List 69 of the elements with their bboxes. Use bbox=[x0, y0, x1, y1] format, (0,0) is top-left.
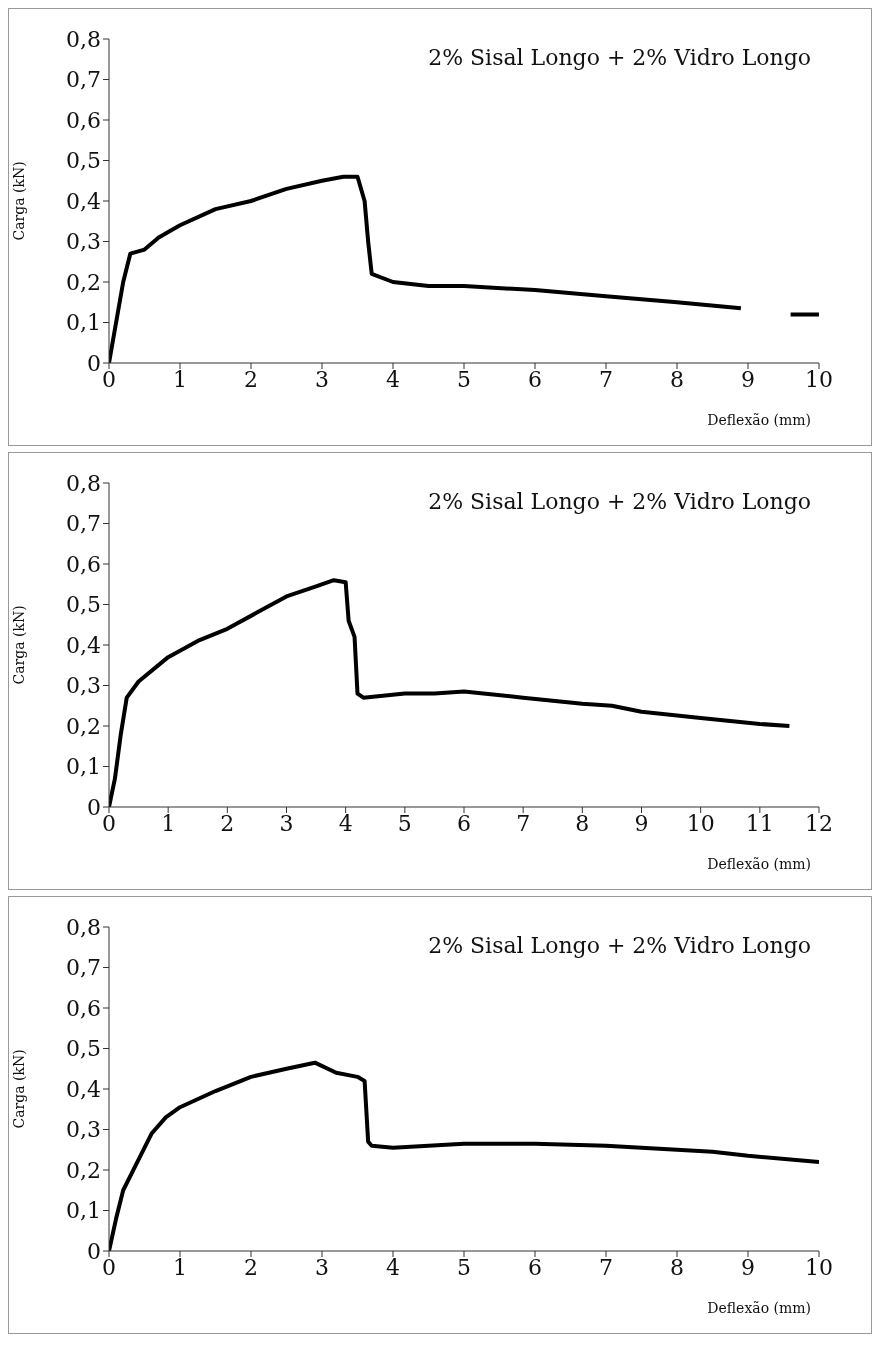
annotation: 2% Sisal Longo + 2% Vidro Longo bbox=[428, 933, 811, 958]
x-tick-label: 9 bbox=[741, 366, 755, 392]
x-tick-label: 3 bbox=[315, 1254, 329, 1280]
y-tick-label: 0,1 bbox=[66, 1198, 101, 1224]
x-tick-label: 6 bbox=[528, 1254, 542, 1280]
x-axis-title: Deflexão (mm) bbox=[707, 856, 811, 872]
line-series bbox=[109, 578, 792, 807]
x-axis-title: Deflexão (mm) bbox=[707, 412, 811, 428]
x-tick-label: 10 bbox=[686, 810, 715, 836]
x-tick-label: 2 bbox=[244, 366, 258, 392]
y-tick-label: 0,1 bbox=[66, 310, 101, 336]
x-tick-label: 5 bbox=[457, 1254, 471, 1280]
x-tick-label: 5 bbox=[457, 366, 471, 392]
y-tick-label: 0,6 bbox=[66, 551, 101, 577]
x-tick-label: 7 bbox=[516, 810, 531, 836]
y-tick-label: 0,7 bbox=[66, 67, 101, 93]
x-tick-label: 8 bbox=[575, 810, 590, 836]
x-tick-label: 4 bbox=[386, 1254, 400, 1280]
x-tick-label: 11 bbox=[745, 810, 774, 836]
x-tick-label: 6 bbox=[457, 810, 471, 836]
y-tick-label: 0,3 bbox=[66, 673, 101, 699]
y-tick-label: 0,2 bbox=[66, 713, 101, 739]
y-tick-label: 0 bbox=[87, 350, 101, 376]
y-tick-label: 0,4 bbox=[66, 1076, 101, 1102]
x-tick-label: 10 bbox=[805, 1254, 833, 1280]
y-tick-label: 0,7 bbox=[66, 955, 101, 981]
y-tick-label: 0,5 bbox=[66, 148, 101, 174]
y-tick-label: 0,5 bbox=[66, 1036, 101, 1062]
x-tick-label: 9 bbox=[741, 1254, 755, 1280]
y-tick-label: 0 bbox=[87, 1238, 101, 1264]
y-tick-label: 0 bbox=[87, 794, 101, 820]
y-tick-label: 0,8 bbox=[66, 470, 101, 496]
y-tick-label: 0,7 bbox=[66, 511, 101, 537]
y-tick-label: 0,8 bbox=[66, 914, 101, 940]
annotation: 2% Sisal Longo + 2% Vidro Longo bbox=[428, 489, 811, 514]
x-tick-label: 4 bbox=[386, 366, 400, 392]
y-tick-label: 0,1 bbox=[66, 754, 101, 780]
x-tick-label: 8 bbox=[670, 366, 684, 392]
y-axis-title: Carga (kN) bbox=[10, 161, 27, 241]
y-tick-label: 0,2 bbox=[66, 269, 101, 295]
y-tick-label: 0,6 bbox=[66, 107, 101, 133]
x-tick-label: 2 bbox=[220, 810, 235, 836]
y-tick-label: 0,5 bbox=[66, 592, 101, 618]
x-tick-label: 12 bbox=[805, 810, 833, 836]
x-tick-label: 6 bbox=[528, 366, 542, 392]
x-tick-label: 5 bbox=[397, 810, 412, 836]
annotation: 2% Sisal Longo + 2% Vidro Longo bbox=[428, 45, 811, 70]
x-tick-label: 3 bbox=[279, 810, 294, 836]
y-tick-label: 0,3 bbox=[66, 1117, 101, 1143]
y-axis-title: Carga (kN) bbox=[10, 605, 27, 685]
y-tick-label: 0,3 bbox=[66, 229, 101, 255]
x-tick-label: 1 bbox=[173, 1254, 187, 1280]
y-tick-label: 0,6 bbox=[66, 995, 101, 1021]
x-tick-label: 1 bbox=[173, 366, 187, 392]
x-tick-label: 8 bbox=[670, 1254, 684, 1280]
x-tick-label: 3 bbox=[315, 366, 329, 392]
x-tick-label: 10 bbox=[805, 366, 833, 392]
x-tick-label: 9 bbox=[634, 810, 649, 836]
x-axis-title: Deflexão (mm) bbox=[707, 1300, 811, 1316]
y-tick-label: 0,4 bbox=[66, 188, 101, 214]
x-tick-label: 7 bbox=[599, 1254, 613, 1280]
y-tick-label: 0,2 bbox=[66, 1157, 101, 1183]
x-tick-label: 2 bbox=[244, 1254, 258, 1280]
x-tick-label: 1 bbox=[161, 810, 176, 836]
y-tick-label: 0,8 bbox=[66, 26, 101, 52]
y-tick-label: 0,4 bbox=[66, 632, 101, 658]
x-tick-label: 4 bbox=[338, 810, 353, 836]
x-tick-label: 7 bbox=[599, 366, 613, 392]
y-axis-title: Carga (kN) bbox=[10, 1049, 27, 1129]
